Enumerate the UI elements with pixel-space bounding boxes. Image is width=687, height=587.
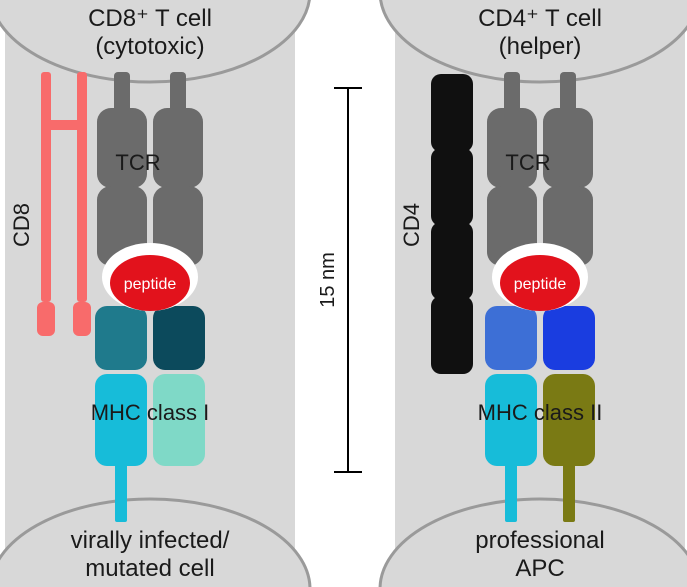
tcr-domain xyxy=(153,108,203,188)
bottom-subtitle: mutated cell xyxy=(85,555,214,582)
tcell-title: CD4⁺ T cell xyxy=(478,5,602,32)
tcr-stem xyxy=(170,72,186,112)
cd8-label: CD8 xyxy=(9,203,34,247)
mhc2-domain xyxy=(485,306,537,370)
mhc1-stem xyxy=(115,460,127,522)
cd8-tip xyxy=(37,302,55,336)
cd8-cross xyxy=(41,120,87,130)
tcr-domain xyxy=(487,108,537,188)
cd4-domain xyxy=(431,296,473,374)
bottom-subtitle: APC xyxy=(515,555,564,582)
mhc-label: MHC class I xyxy=(91,400,210,425)
peptide-label: peptide xyxy=(514,276,567,293)
cd8-chain xyxy=(41,72,51,302)
mhc-label: MHC class II xyxy=(478,400,603,425)
tcr-label: TCR xyxy=(115,150,160,175)
mhc2-stem xyxy=(563,460,575,522)
cd4-label: CD4 xyxy=(399,203,424,247)
tcr-domain xyxy=(543,108,593,188)
cd8-tip xyxy=(73,302,91,336)
tcell-subtitle: (helper) xyxy=(499,33,582,60)
tcr-label: TCR xyxy=(505,150,550,175)
peptide-label: peptide xyxy=(124,276,177,293)
cd8-chain xyxy=(77,72,87,302)
mhc1-domain xyxy=(153,306,205,370)
cd4-domain xyxy=(431,74,473,152)
cd4-domain xyxy=(431,222,473,300)
mhc1-domain xyxy=(95,306,147,370)
mhc2-domain xyxy=(543,306,595,370)
tcell-title: CD8⁺ T cell xyxy=(88,5,212,32)
cd4-domain xyxy=(431,148,473,226)
bottom-title: virally infected/ xyxy=(71,527,230,554)
tcell-subtitle: (cytotoxic) xyxy=(95,33,204,60)
mhc2-stem xyxy=(505,460,517,522)
bottom-title: professional xyxy=(475,527,604,554)
tcr-domain xyxy=(97,108,147,188)
tcr-stem xyxy=(504,72,520,112)
tcr-stem xyxy=(114,72,130,112)
scale-label: 15 nm xyxy=(317,252,339,308)
tcr-stem xyxy=(560,72,576,112)
